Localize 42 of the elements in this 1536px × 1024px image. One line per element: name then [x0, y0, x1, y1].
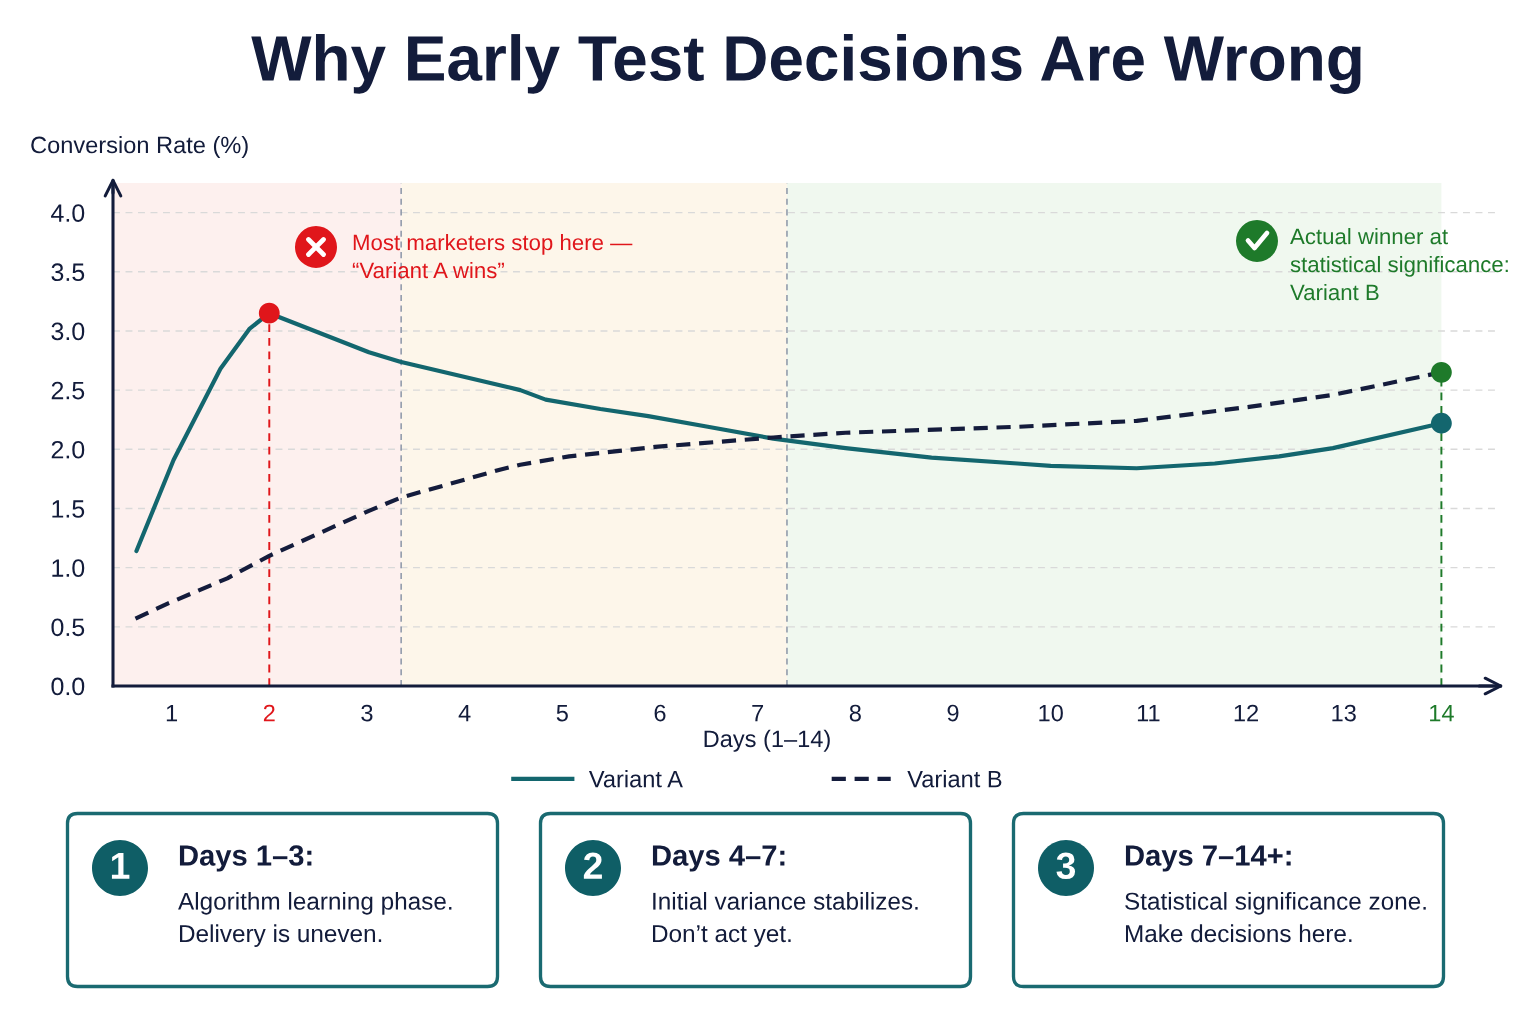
legend-label: Variant B — [907, 770, 1002, 788]
x-tick-label: 1 — [166, 704, 178, 722]
x-tick-label: 14 — [1430, 704, 1454, 722]
chart-title: Why Early Test Decisions Are Wrong — [251, 34, 1361, 94]
x-tick-label: 8 — [849, 704, 861, 722]
text: Days 1–3: — [179, 845, 312, 872]
y-tick-label: 0.0 — [51, 677, 85, 696]
y-tick-label: 4.0 — [51, 204, 85, 222]
y-tick-label: 2.0 — [51, 440, 85, 459]
x-tick-label: 9 — [947, 704, 959, 722]
annotation: Actual winner at statistical significance: Variant B — [1290, 228, 1508, 301]
x-tick-label: 7 — [752, 704, 764, 722]
x-tick-label: 2 — [263, 704, 275, 722]
x-axis-title: Days (1–14) — [704, 729, 830, 752]
y-tick-label: 2.5 — [51, 381, 85, 400]
text: Days 7–14+: — [1125, 845, 1291, 872]
point — [1430, 412, 1452, 434]
y-tick-label: 0.5 — [51, 618, 85, 637]
y-axis-title: Conversion Rate (%) — [31, 135, 248, 158]
x-tick-label: 5 — [556, 704, 568, 722]
text: Algorithm learning phase. Delivery is uneven. — [178, 892, 452, 947]
text: 1 — [111, 852, 130, 879]
legend-label: Variant A — [588, 770, 683, 788]
x-tick-label: 11 — [1137, 704, 1160, 722]
point — [258, 302, 280, 324]
y-tick-label: 1.0 — [52, 559, 85, 577]
x-tick-label: 4 — [458, 704, 471, 722]
x-tick-label: 6 — [654, 704, 666, 722]
text: 3 — [1056, 852, 1076, 880]
y-tick-label: 3.5 — [51, 263, 85, 282]
x-tick-label: 3 — [361, 704, 373, 722]
x-tick-label: 12 — [1234, 704, 1258, 722]
y-tick-label: 3.0 — [51, 322, 85, 341]
x-tick-label: 13 — [1332, 704, 1356, 722]
annotation: Most marketers stop here — “Variant A wins” — [352, 234, 633, 279]
y-tick-label: 1.5 — [52, 500, 85, 518]
point — [1430, 361, 1452, 383]
text: Statistical significance zone. Make decisions here. — [1125, 892, 1426, 943]
x-tick-label: 10 — [1039, 704, 1063, 722]
text: Initial variance stabilizes. Don’t act yet. — [652, 892, 918, 947]
text: Days 4–7: — [652, 845, 785, 872]
text: 2 — [583, 852, 602, 879]
